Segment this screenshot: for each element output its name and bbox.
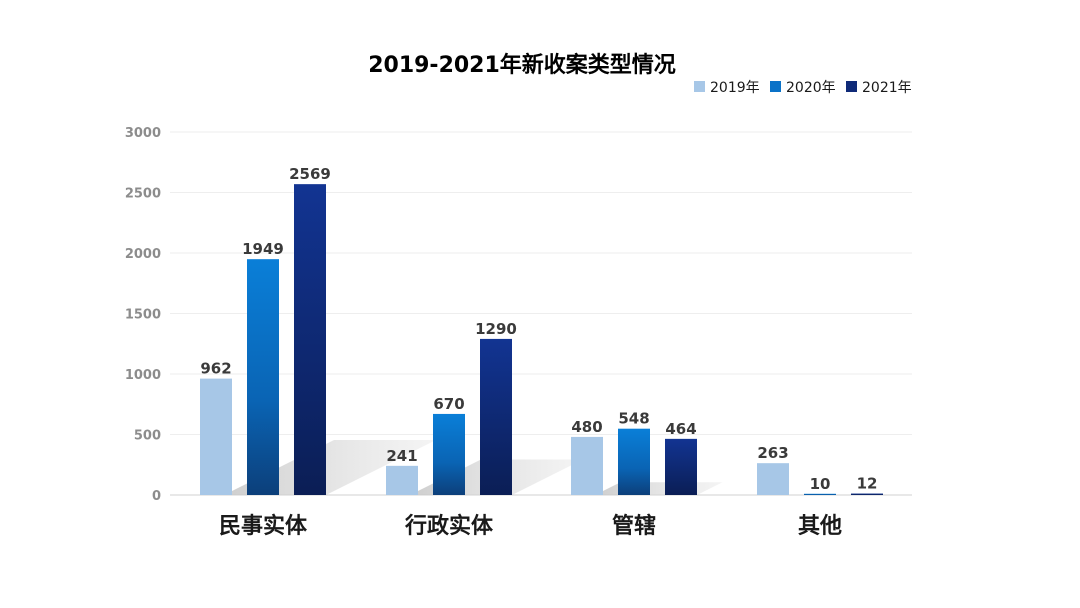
x-category-label: 管辖 [612, 513, 656, 539]
bar [247, 259, 279, 495]
bar [480, 338, 512, 495]
bar [618, 428, 650, 495]
bar [571, 436, 603, 495]
bar-shadow [595, 482, 723, 495]
legend-label: 2020年 [786, 80, 836, 96]
bar [200, 378, 232, 495]
bar [386, 465, 418, 495]
data-label: 2569 [289, 165, 331, 183]
bar [804, 493, 836, 495]
data-label: 1949 [242, 240, 284, 258]
legend-swatch [694, 81, 705, 92]
y-tick-label: 3000 [125, 126, 161, 141]
data-label: 962 [200, 360, 231, 378]
x-category-label: 民事实体 [219, 513, 308, 539]
legend-swatch [846, 81, 857, 92]
y-tick-label: 500 [134, 429, 161, 444]
data-label: 241 [386, 447, 417, 465]
x-category-label: 行政实体 [404, 513, 494, 539]
legend-label: 2019年 [710, 80, 760, 96]
x-axis-categories: 民事实体 行政实体 管辖 其他 [219, 513, 842, 539]
y-tick-label: 0 [152, 489, 161, 504]
data-labels: 962 1949 2569 241 670 1290 480 548 464 263 10 12 [200, 165, 877, 493]
data-label: 1290 [475, 320, 517, 338]
bar [433, 413, 465, 495]
data-label: 548 [618, 410, 649, 428]
y-tick-label: 2500 [125, 187, 161, 202]
bar [294, 184, 326, 495]
gridlines [170, 131, 912, 496]
data-label: 670 [433, 395, 464, 413]
bar [851, 493, 883, 495]
y-tick-label: 2000 [125, 247, 161, 262]
data-label: 12 [857, 475, 878, 493]
legend: 2019年 2020年 2021年 [694, 80, 912, 96]
legend-label: 2021年 [862, 80, 912, 96]
chart-title: 2019-2021年新收案类型情况 [368, 52, 676, 78]
y-tick-label: 1500 [125, 308, 161, 323]
data-label: 480 [571, 418, 602, 436]
data-label: 10 [810, 475, 831, 493]
x-category-label: 其他 [798, 514, 842, 539]
y-tick-label: 1000 [125, 368, 161, 383]
y-axis-ticks: 0 500 1000 1500 2000 2500 3000 [125, 126, 161, 504]
bars [200, 184, 883, 495]
data-label: 464 [665, 420, 696, 438]
bar [757, 463, 789, 495]
bar [665, 438, 697, 495]
legend-swatch [770, 81, 781, 92]
data-label: 263 [757, 444, 788, 462]
